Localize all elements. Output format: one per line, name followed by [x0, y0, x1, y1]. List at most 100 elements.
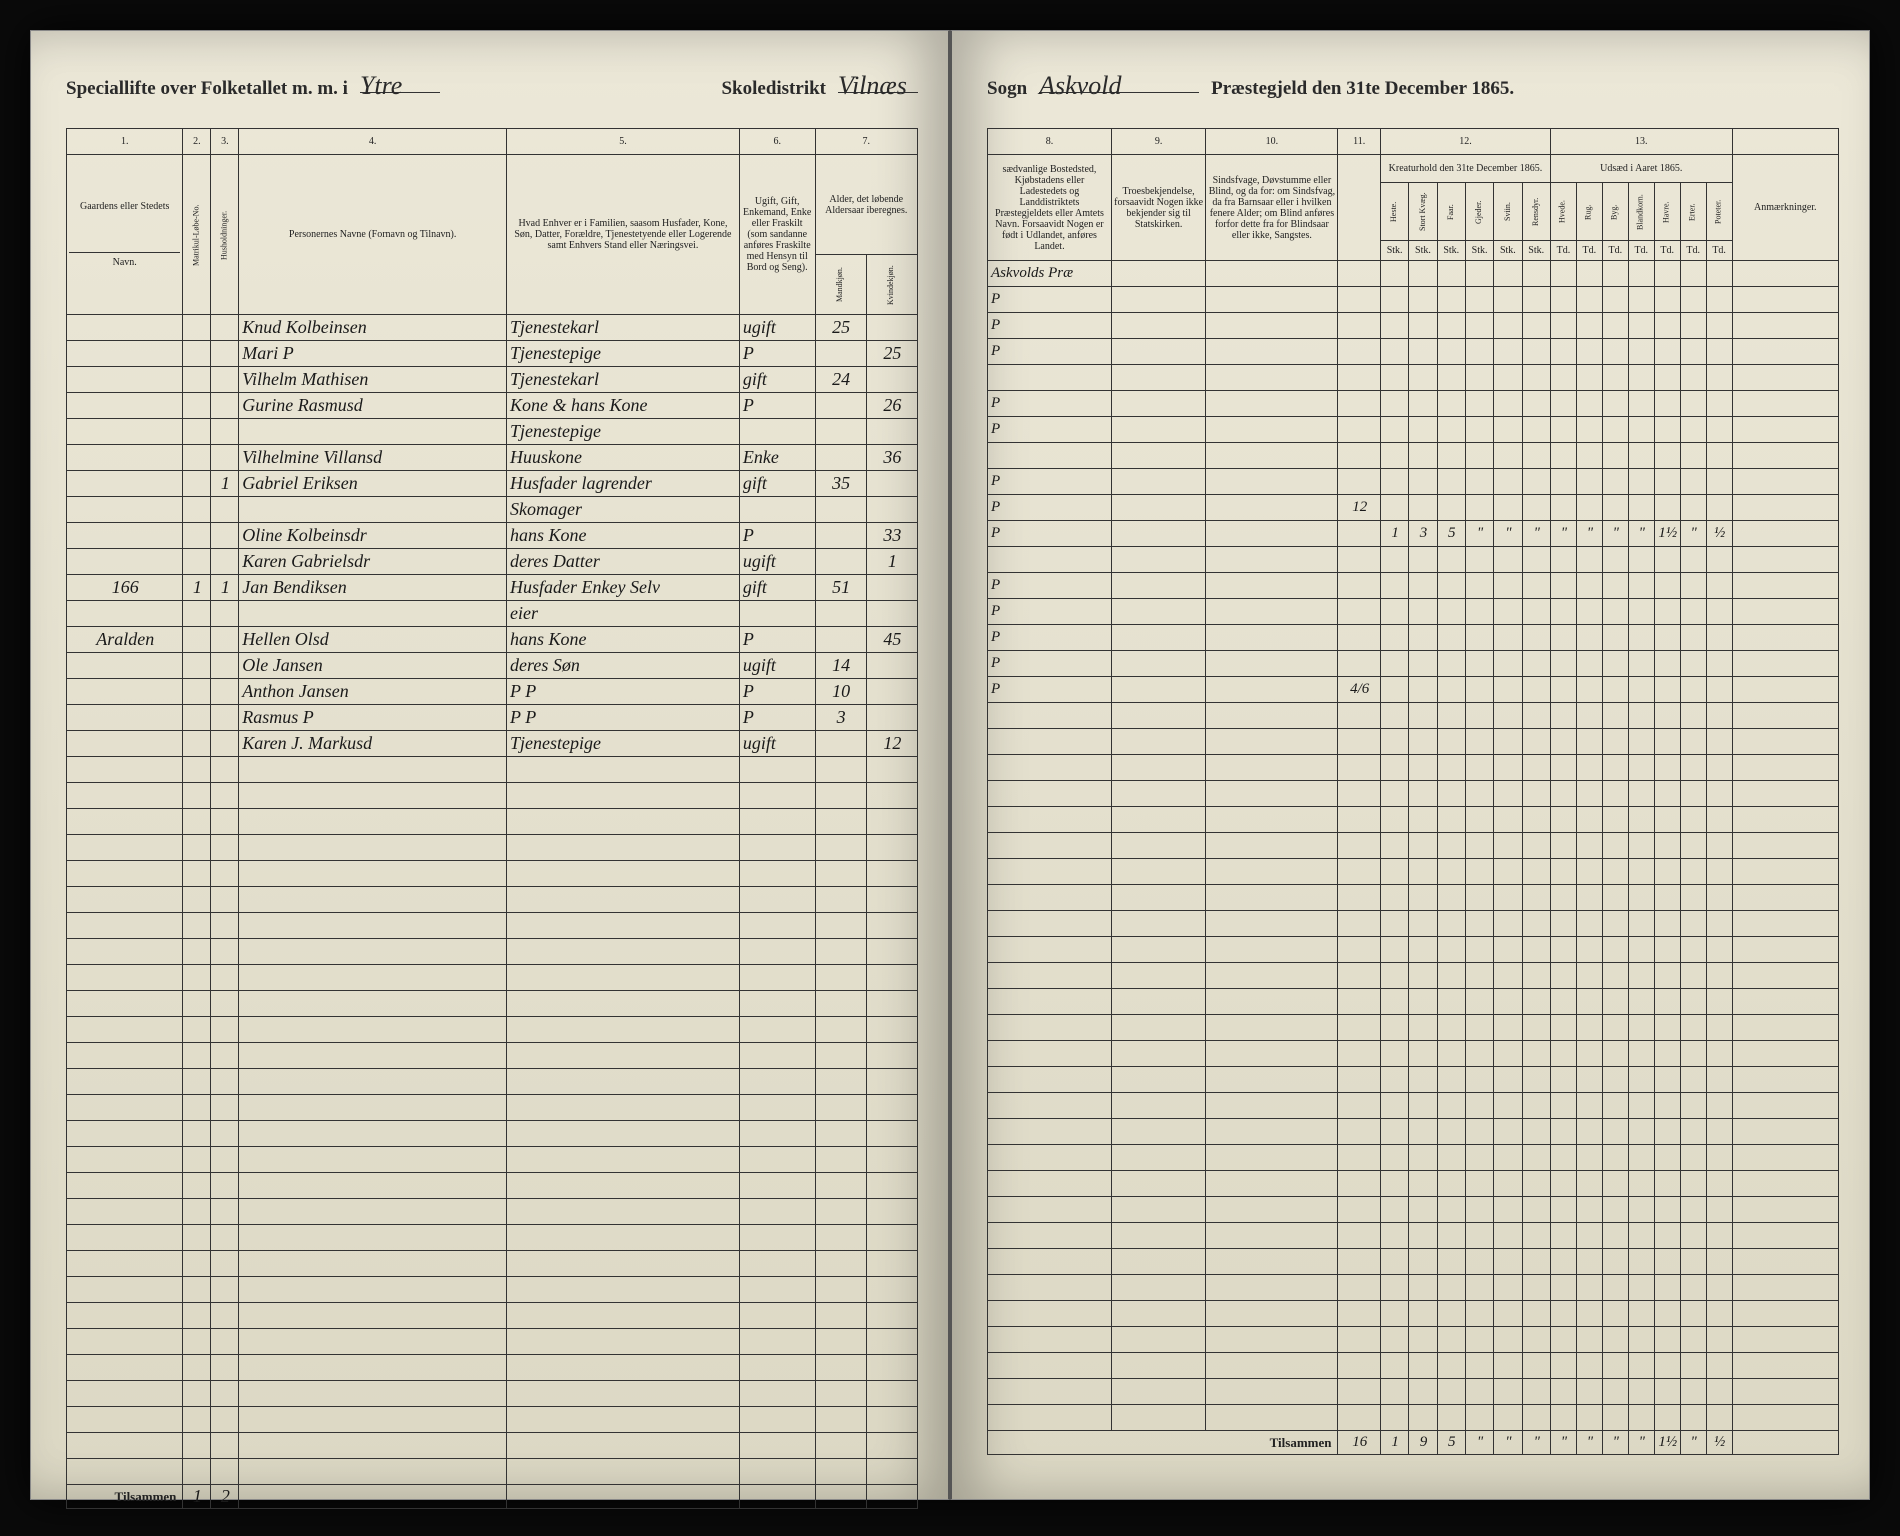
- cell-u6: [1706, 313, 1732, 339]
- footer-k0: 1: [1380, 1431, 1408, 1455]
- cell-k5: [1522, 391, 1550, 417]
- footer-c2: 1: [183, 1485, 211, 1509]
- cell-u2: [1602, 677, 1628, 703]
- cell-c9: [1111, 339, 1205, 365]
- cell-c8: P: [988, 495, 1112, 521]
- unit-13-6: Td.: [1706, 241, 1732, 261]
- header-printed-2: Skoledistrikt: [721, 78, 826, 100]
- cell-u5: [1680, 547, 1706, 573]
- cell-u5: [1680, 365, 1706, 391]
- cell-c3: [211, 367, 239, 393]
- unit-12-1: Stk.: [1409, 241, 1437, 261]
- cell-u1: [1576, 651, 1602, 677]
- cell-c3: [211, 601, 239, 627]
- colhead-10: Sindsfvage, Døvstumme eller Blind, og da…: [1206, 155, 1338, 261]
- right-footer-row: Tilsammen 16 1 9 5 " " " " " " " 1½ " ½: [988, 1431, 1839, 1455]
- colhead-12-1: Stort Kvæg.: [1409, 183, 1437, 241]
- cell-c7b: [866, 575, 917, 601]
- cell-c3: [211, 523, 239, 549]
- cell-14: [1732, 651, 1838, 677]
- cell-u4: 1½: [1654, 521, 1680, 547]
- table-row-empty: [988, 833, 1839, 859]
- cell-u4: [1654, 339, 1680, 365]
- table-row-empty: [67, 939, 918, 965]
- cell-c1: [67, 731, 183, 757]
- cell-c7a: [815, 549, 866, 575]
- header-printed-1: Speciallifte over Folketallet m. m. i: [66, 78, 348, 100]
- cell-c7a: [815, 627, 866, 653]
- table-row-empty: [67, 1121, 918, 1147]
- table-row-empty: [988, 937, 1839, 963]
- cell-u3: [1628, 417, 1654, 443]
- cell-c7b: [866, 367, 917, 393]
- cell-14: [1732, 339, 1838, 365]
- cell-c4: Vilhelmine Villansd: [239, 445, 507, 471]
- table-row-empty: [67, 1329, 918, 1355]
- cell-c2: [183, 367, 211, 393]
- cell-c7b: [866, 497, 917, 523]
- cell-c4: Rasmus P: [239, 705, 507, 731]
- cell-c7b: 12: [866, 731, 917, 757]
- cell-c10: [1206, 261, 1338, 287]
- table-row: P: [988, 573, 1839, 599]
- cell-c10: [1206, 547, 1338, 573]
- table-row-empty: [988, 1197, 1839, 1223]
- unit-13-0: Td.: [1550, 241, 1576, 261]
- cell-c5: Tjenestepige: [507, 341, 740, 367]
- cell-c1: [67, 445, 183, 471]
- cell-c8: P: [988, 469, 1112, 495]
- cell-k1: [1409, 547, 1437, 573]
- table-row: Ole Jansenderes Sønugift14: [67, 653, 918, 679]
- cell-c4: Vilhelm Mathisen: [239, 367, 507, 393]
- cell-c7b: 36: [866, 445, 917, 471]
- cell-c10: [1206, 365, 1338, 391]
- cell-c10: [1206, 625, 1338, 651]
- cell-k4: [1494, 365, 1522, 391]
- cell-c3: [211, 549, 239, 575]
- table-row-empty: [988, 1379, 1839, 1405]
- colnum-6: 6.: [739, 129, 815, 155]
- cell-c1: [67, 497, 183, 523]
- cell-c3: [211, 315, 239, 341]
- cell-c1: [67, 653, 183, 679]
- cell-c4: Ole Jansen: [239, 653, 507, 679]
- left-table: 1. 2. 3. 4. 5. 6. 7. Gaardens eller Sted…: [66, 128, 918, 1509]
- footer-c11: 16: [1338, 1431, 1380, 1455]
- table-row-empty: [988, 1041, 1839, 1067]
- cell-u5: [1680, 469, 1706, 495]
- cell-c1: [67, 549, 183, 575]
- cell-c5: deres Datter: [507, 549, 740, 575]
- cell-u2: [1602, 313, 1628, 339]
- cell-u0: [1550, 677, 1576, 703]
- table-row-empty: [67, 1459, 918, 1485]
- footer-u1: ": [1576, 1431, 1602, 1455]
- cell-u6: [1706, 625, 1732, 651]
- cell-u6: ½: [1706, 521, 1732, 547]
- colhead-12-2: Faar.: [1437, 183, 1465, 241]
- footer-u2: ": [1602, 1431, 1628, 1455]
- cell-c6: gift: [739, 471, 815, 497]
- cell-u5: [1680, 443, 1706, 469]
- cell-c11: [1338, 313, 1380, 339]
- cell-c6: ugift: [739, 653, 815, 679]
- footer-k5: ": [1522, 1431, 1550, 1455]
- table-row-empty: [67, 1407, 918, 1433]
- cell-u0: [1550, 443, 1576, 469]
- footer-label-left: Tilsammen: [67, 1485, 183, 1509]
- cell-u4: [1654, 469, 1680, 495]
- cell-u6: [1706, 261, 1732, 287]
- colhead-14: Anmærkninger.: [1732, 155, 1838, 261]
- cell-c11: [1338, 261, 1380, 287]
- cell-c5: Huuskone: [507, 445, 740, 471]
- right-header: Sogn Askvold Præstegjeld den 31te Decemb…: [987, 71, 1839, 103]
- unit-13-4: Td.: [1654, 241, 1680, 261]
- cell-c5: Skomager: [507, 497, 740, 523]
- cell-c2: [183, 679, 211, 705]
- cell-c5: hans Kone: [507, 523, 740, 549]
- table-row: P135"""""""1½"½: [988, 521, 1839, 547]
- colhead-13-6: Poteter.: [1706, 183, 1732, 241]
- cell-c9: [1111, 417, 1205, 443]
- cell-c9: [1111, 443, 1205, 469]
- cell-u5: [1680, 417, 1706, 443]
- cell-u5: [1680, 261, 1706, 287]
